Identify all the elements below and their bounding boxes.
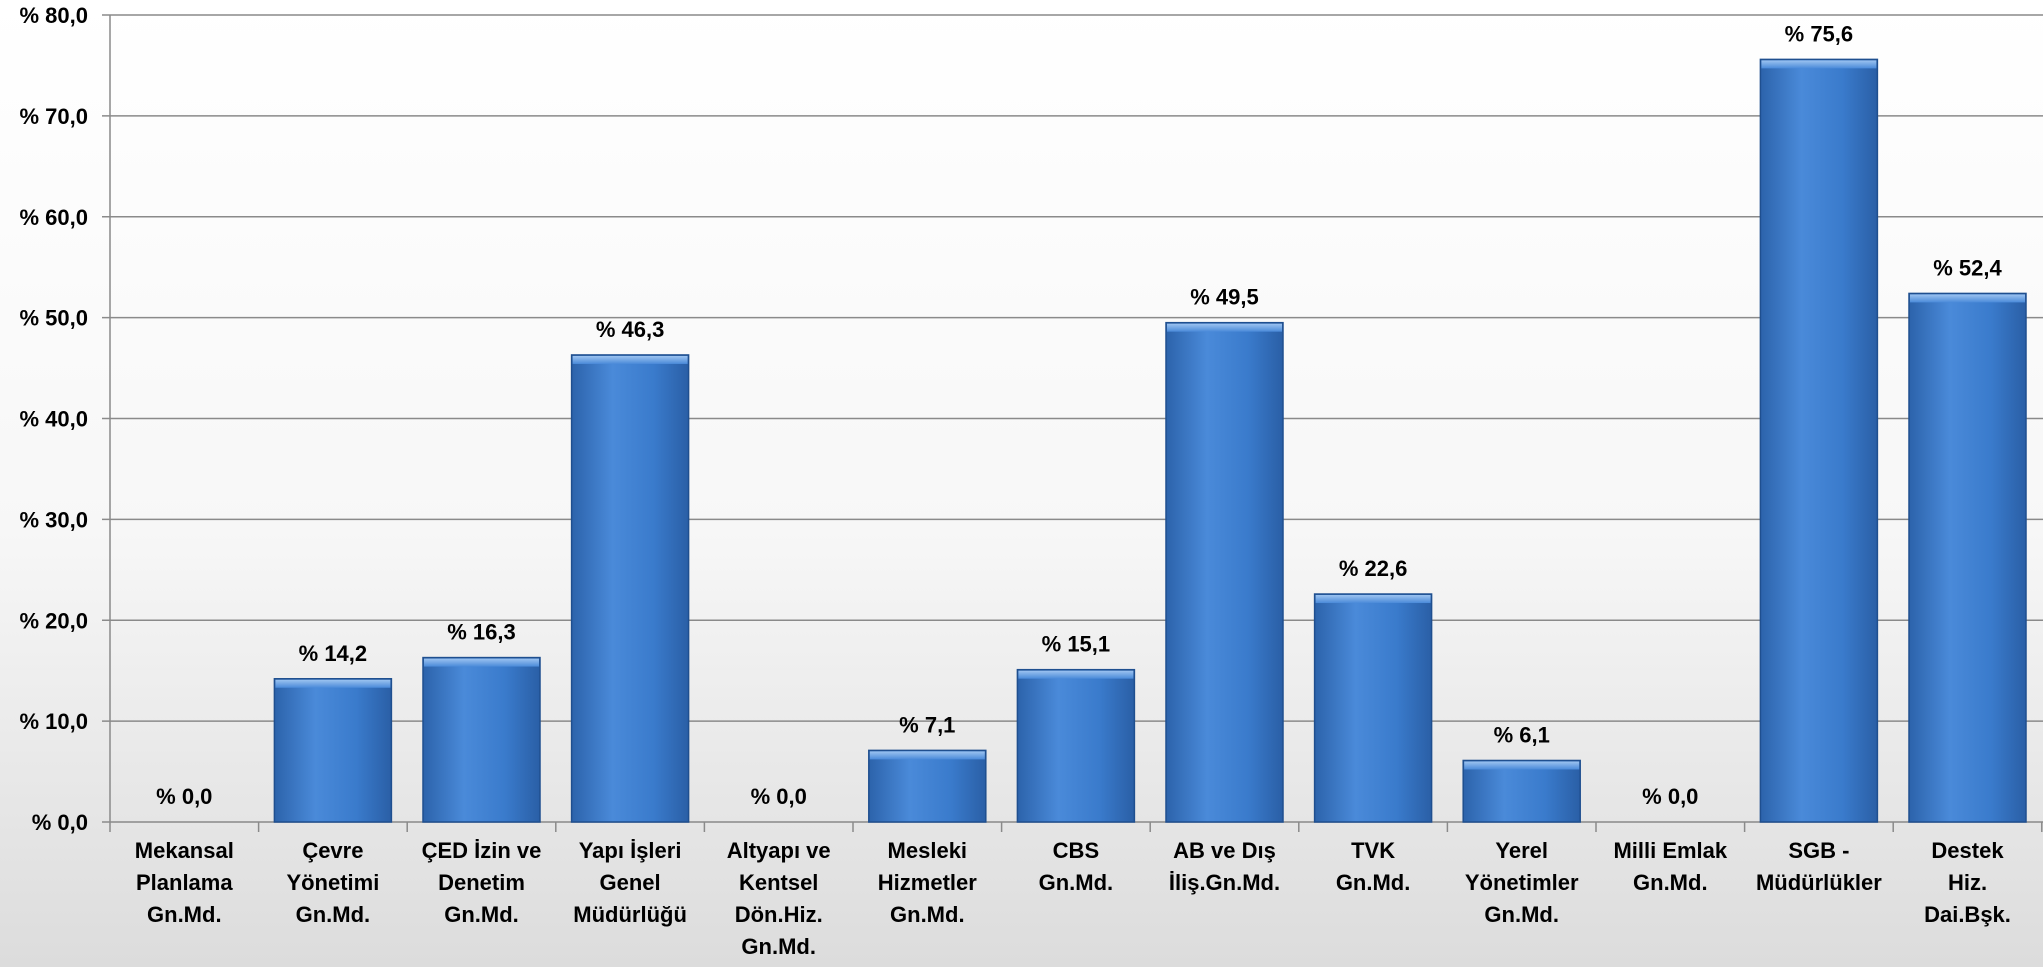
y-tick-label: % 10,0 bbox=[20, 709, 89, 734]
bar bbox=[1016, 668, 1136, 823]
data-label: % 6,1 bbox=[1494, 722, 1550, 747]
data-label: % 75,6 bbox=[1785, 21, 1854, 46]
data-label: % 49,5 bbox=[1190, 285, 1259, 310]
category-label: ÇED İzin ve Denetim Gn.Md. bbox=[422, 838, 542, 927]
category-labels: Mekansal Planlama Gn.Md. Çevre Yönetimi Gn.Md… bbox=[135, 838, 2011, 959]
bar bbox=[1165, 321, 1284, 823]
y-tick-label: % 50,0 bbox=[20, 306, 89, 331]
data-label: % 0,0 bbox=[1642, 784, 1698, 809]
y-tick-label: % 80,0 bbox=[20, 3, 89, 28]
data-label: % 14,2 bbox=[299, 641, 368, 666]
bar bbox=[1759, 58, 1879, 823]
y-tick-label: % 20,0 bbox=[20, 608, 89, 633]
axes: % 0,0 % 10,0 % 20,0 % 30,0 % 40,0 % 50,0 % 60,… bbox=[20, 3, 2043, 835]
category-label: CBS Gn.Md. bbox=[1039, 838, 1114, 895]
bar bbox=[422, 656, 541, 823]
y-tick-label: % 0,0 bbox=[32, 810, 88, 835]
category-label: Mesleki Hizmetler Gn.Md. bbox=[878, 838, 977, 927]
category-label: TVK Gn.Md. bbox=[1336, 838, 1411, 895]
category-label: Mekansal Planlama Gn.Md. bbox=[135, 838, 234, 927]
category-label: AB ve Dış İliş.Gn.Md. bbox=[1169, 838, 1280, 895]
category-label: Çevre Yönetimi Gn.Md. bbox=[286, 838, 379, 927]
data-label: % 15,1 bbox=[1042, 632, 1111, 657]
y-tick-label: % 70,0 bbox=[20, 104, 89, 129]
data-label: % 52,4 bbox=[1933, 255, 2002, 280]
y-tick-label: % 40,0 bbox=[20, 407, 89, 432]
bars bbox=[273, 58, 2027, 823]
bar bbox=[570, 354, 690, 823]
bar bbox=[1313, 593, 1433, 823]
data-label: % 16,3 bbox=[447, 620, 516, 645]
data-label: % 7,1 bbox=[899, 712, 955, 737]
category-label: Altyapı ve Kentsel Dön.Hiz. Gn.Md. bbox=[727, 838, 831, 959]
category-label: Yerel Yönetimler Gn.Md. bbox=[1465, 838, 1579, 927]
data-label: % 46,3 bbox=[596, 317, 665, 342]
data-labels: % 0,0 % 14,2 % 16,3 % 46,3 % 0,0 % 7,1 % 15,1%… bbox=[156, 21, 2002, 809]
bar bbox=[868, 749, 987, 823]
data-label: % 0,0 bbox=[751, 784, 807, 809]
data-label: % 22,6 bbox=[1339, 556, 1408, 581]
data-label: % 0,0 bbox=[156, 784, 212, 809]
category-label: Destek Hiz. Dai.Bşk. bbox=[1924, 838, 2011, 927]
bar bbox=[1908, 292, 2027, 823]
bar bbox=[273, 678, 393, 823]
category-label: Milli Emlak Gn.Md. bbox=[1613, 838, 1727, 895]
y-tick-label: % 60,0 bbox=[20, 205, 89, 230]
bar bbox=[1462, 759, 1581, 823]
category-label: SGB -Müdürlükler bbox=[1756, 838, 1882, 895]
category-label: Yapı İşleri Genel Müdürlüğü bbox=[573, 838, 687, 927]
y-tick-label: % 30,0 bbox=[20, 507, 89, 532]
